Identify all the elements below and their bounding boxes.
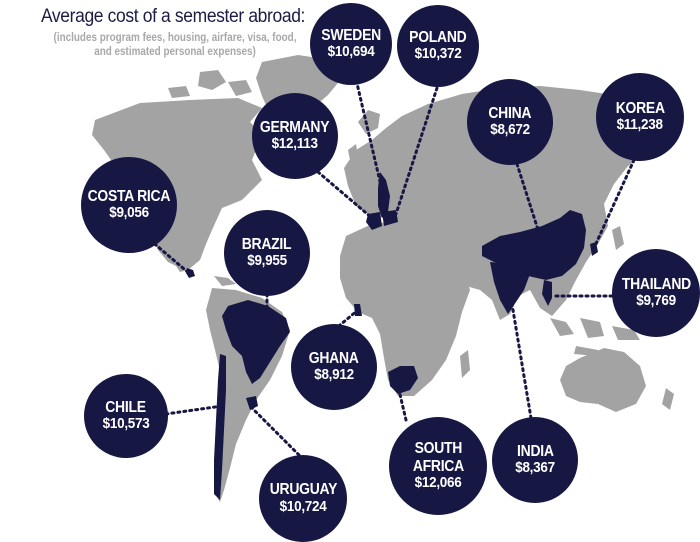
leader-line-india [510, 302, 533, 420]
bubble-brazil: BRAZIL $9,955 [224, 210, 310, 296]
bubble-india: INDIA $8,367 [492, 417, 578, 503]
leader-line-germany [316, 170, 374, 220]
country-shape-sweden [378, 172, 390, 218]
country-name: KOREA [615, 99, 665, 117]
leader-line-costa-rica [148, 238, 192, 276]
country-name: POLAND [409, 28, 467, 46]
bubble-ghana: GHANA $8,912 [291, 324, 377, 410]
bubble-uruguay: URUGUAY $10,724 [259, 455, 347, 542]
bubble-poland: POLAND $10,372 [397, 5, 479, 87]
country-shape-uruguay [246, 396, 258, 410]
page-subtitle: (includes program fees, housing, airfare… [33, 31, 317, 59]
country-cost: $10,724 [279, 497, 327, 515]
country-cost: $12,113 [271, 135, 319, 153]
country-cost: $10,372 [414, 45, 462, 63]
country-name: THAILAND [621, 275, 691, 293]
leader-line-sweden [353, 73, 384, 192]
country-cost: $10,573 [102, 415, 150, 433]
land-oceania [550, 318, 674, 412]
bubble-sweden: SWEDEN $10,694 [310, 3, 392, 85]
leader-line-chile [164, 404, 224, 416]
country-cost: $9,955 [247, 252, 287, 270]
leader-line-uruguay [250, 406, 301, 457]
country-name-line-1: SOUTH [414, 440, 462, 458]
country-cost: $12,066 [414, 473, 462, 491]
country-name: URUGUAY [269, 481, 337, 499]
bubble-chile: CHILE $10,573 [84, 374, 168, 458]
country-shape-india [490, 262, 530, 314]
bubble-germany: GERMANY $12,113 [252, 93, 338, 179]
leader-line-korea [592, 158, 636, 250]
country-shape-costa-rica [186, 268, 195, 278]
country-name: GHANA [309, 349, 359, 367]
country-shape-chile [214, 354, 226, 500]
leader-line-poland [394, 86, 439, 216]
country-name: COSTA RICA [87, 187, 171, 205]
country-name: CHILE [105, 398, 147, 416]
country-name: CHINA [488, 104, 532, 122]
country-cost: $8,367 [515, 459, 555, 477]
country-shape-thailand [542, 280, 552, 306]
bubble-south-africa: SOUTH AFRICA $12,066 [389, 417, 487, 515]
country-shape-china [482, 210, 586, 280]
country-name: INDIA [516, 442, 554, 460]
country-name: GERMANY [260, 118, 330, 136]
bubble-korea: KOREA $11,238 [596, 73, 684, 161]
country-name: SWEDEN [321, 26, 381, 44]
country-name: BRAZIL [242, 235, 292, 253]
bubble-costa-rica: COSTA RICA $9,056 [81, 157, 177, 253]
country-cost: $9,769 [636, 292, 676, 310]
land-africa [340, 220, 470, 396]
country-shape-brazil [222, 300, 290, 384]
country-name-line-2: AFRICA [412, 457, 464, 475]
country-shape-poland [382, 210, 398, 226]
country-cost: $11,238 [616, 116, 664, 134]
subtitle-line-1: (includes program fees, housing, airfare… [53, 32, 297, 44]
country-cost: $8,912 [314, 366, 354, 384]
country-cost: $9,056 [109, 204, 149, 222]
page-title: Average cost of a semester abroad: [40, 6, 306, 27]
bubble-china: CHINA $8,672 [467, 79, 553, 165]
country-cost: $8,672 [490, 121, 530, 139]
bubble-thailand: THAILAND $9,769 [612, 249, 700, 337]
country-shape-south-africa [388, 366, 418, 394]
subtitle-line-2: and estimated personal expenses) [94, 46, 256, 58]
leader-line-south-africa [396, 384, 408, 422]
leader-line-china [515, 162, 542, 238]
country-cost: $10,694 [327, 43, 375, 61]
